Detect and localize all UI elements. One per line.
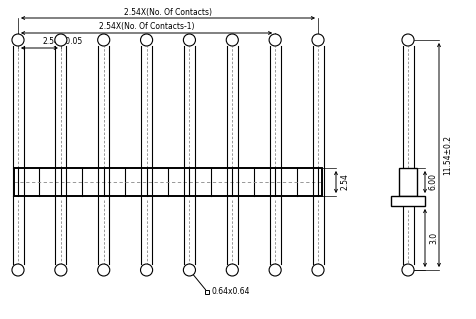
Text: 0.64x0.64: 0.64x0.64 <box>211 287 250 296</box>
Text: 3.0: 3.0 <box>429 232 438 244</box>
Text: 2.54±0.05: 2.54±0.05 <box>42 38 83 47</box>
Ellipse shape <box>226 34 238 46</box>
Text: 2.54: 2.54 <box>340 174 349 190</box>
Ellipse shape <box>12 264 24 276</box>
Ellipse shape <box>55 34 67 46</box>
Ellipse shape <box>402 264 414 276</box>
Ellipse shape <box>183 264 196 276</box>
Bar <box>206 290 209 294</box>
Text: 11.54±0.2: 11.54±0.2 <box>443 135 452 175</box>
Ellipse shape <box>98 34 110 46</box>
Ellipse shape <box>312 34 324 46</box>
Ellipse shape <box>12 34 24 46</box>
Bar <box>391 196 425 206</box>
Text: 6.00: 6.00 <box>429 174 438 190</box>
Ellipse shape <box>183 34 196 46</box>
Ellipse shape <box>140 264 153 276</box>
Ellipse shape <box>312 264 324 276</box>
Text: 2.54X(No. Of Contacts-1): 2.54X(No. Of Contacts-1) <box>99 23 194 32</box>
Text: 2.54X(No. Of Contacts): 2.54X(No. Of Contacts) <box>124 8 212 17</box>
Ellipse shape <box>269 264 281 276</box>
Ellipse shape <box>226 264 238 276</box>
Bar <box>14 168 322 196</box>
Ellipse shape <box>402 34 414 46</box>
Bar <box>399 168 417 196</box>
Ellipse shape <box>98 264 110 276</box>
Bar <box>14 168 322 196</box>
Ellipse shape <box>140 34 153 46</box>
Ellipse shape <box>269 34 281 46</box>
Ellipse shape <box>55 264 67 276</box>
